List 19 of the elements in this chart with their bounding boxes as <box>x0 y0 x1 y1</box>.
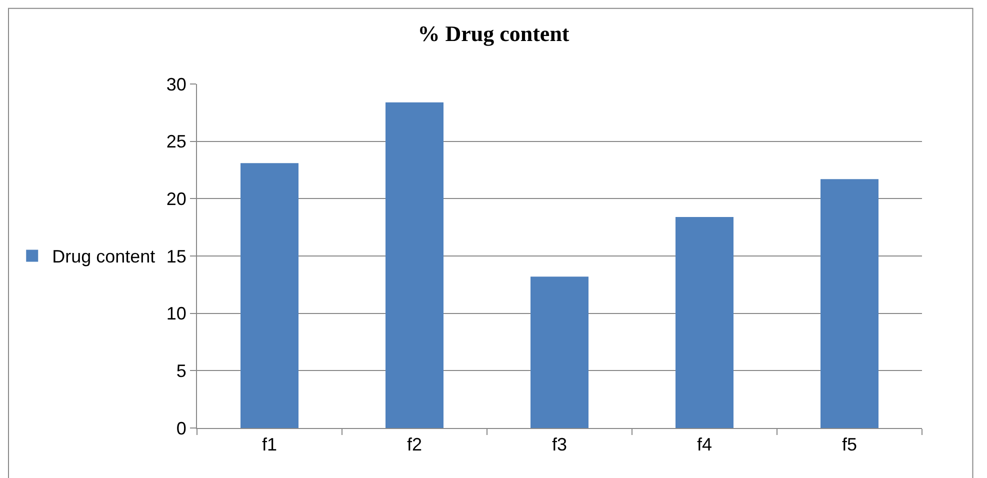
y-tick-label: 10 <box>166 304 186 324</box>
y-tick-label: 20 <box>166 188 186 209</box>
x-tick-label: f5 <box>842 434 858 455</box>
y-tick-label: 0 <box>176 418 186 438</box>
x-tick-label: f1 <box>262 434 278 455</box>
x-tick-label: f4 <box>696 434 712 455</box>
y-tick-label: 15 <box>166 246 186 266</box>
bar <box>386 102 444 428</box>
x-tick-label: f3 <box>552 434 568 455</box>
y-tick-label: 30 <box>166 74 186 94</box>
legend-label: Drug content <box>52 246 156 267</box>
bar <box>530 276 588 428</box>
y-tick-label: 25 <box>166 132 186 152</box>
chart-title: % Drug content <box>418 21 570 46</box>
bar <box>676 217 734 428</box>
bar <box>820 179 878 428</box>
x-tick-label: f2 <box>406 434 422 455</box>
bar <box>240 163 298 428</box>
y-tick-label: 5 <box>176 360 186 381</box>
